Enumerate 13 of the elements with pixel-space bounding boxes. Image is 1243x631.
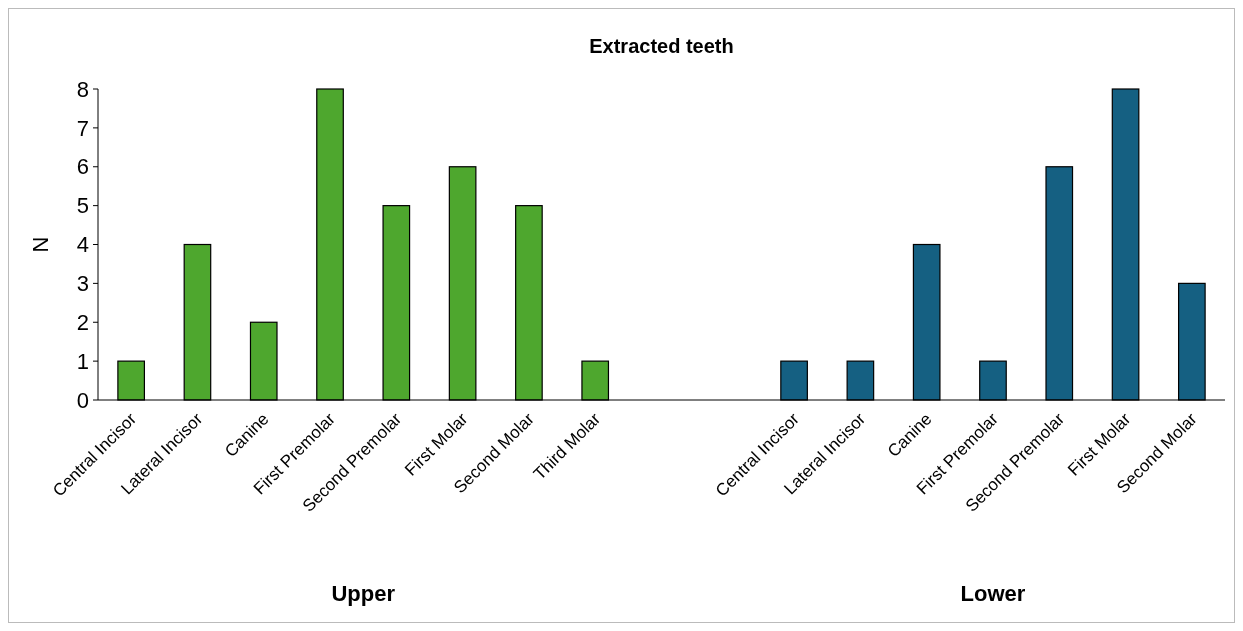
text: Lower	[960, 581, 1026, 606]
y-tick-label: 7	[76, 115, 89, 141]
y-tick-label: 6	[76, 154, 89, 180]
y-tick-label: 4	[76, 232, 89, 258]
y-axis-title: N	[28, 236, 53, 253]
y-tick-label: 2	[76, 309, 89, 335]
chart-title: Extracted teeth	[589, 35, 734, 57]
text: Upper	[331, 581, 396, 606]
y-tick-label: 8	[76, 76, 89, 102]
y-tick-label: 3	[76, 271, 89, 297]
y-tick-label: 5	[76, 193, 89, 219]
y-tick-label: 1	[76, 348, 89, 374]
y-tick-label: 0	[76, 387, 89, 413]
